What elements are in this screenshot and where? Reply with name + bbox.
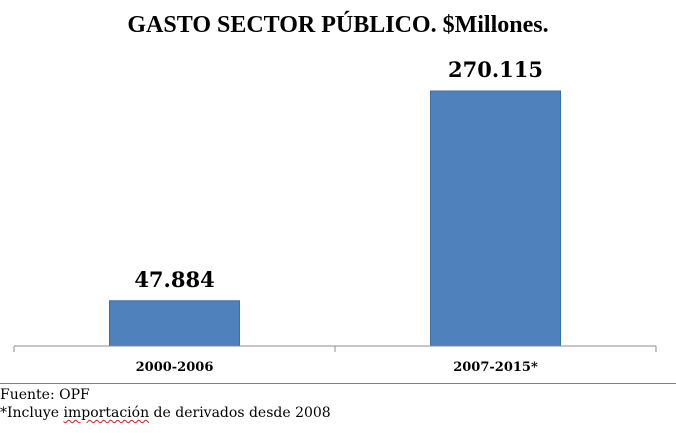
footnote-prefix: *Incluye [0, 405, 64, 421]
footnote-suffix: de derivados desde 2008 [149, 405, 331, 421]
divider [0, 383, 676, 384]
chart-title: GASTO SECTOR PÚBLICO. $Millones. [127, 12, 549, 38]
bar-chart: 47.884 2000-2006 270.115 2007-2015* [13, 57, 657, 375]
bar-0 [109, 300, 240, 347]
source-note: Fuente: OPF [0, 387, 90, 403]
data-label-0: 47.884 [134, 267, 214, 292]
x-tick-label-0: 2000-2006 [136, 360, 214, 375]
bar-1 [430, 90, 561, 347]
x-tick-label-1: 2007-2015* [453, 360, 538, 375]
footnote-flagged-word: importación [63, 405, 150, 421]
data-label-1: 270.115 [448, 57, 543, 82]
chart-notes: Fuente: OPF *Incluye importación de deri… [0, 386, 676, 422]
footnote: *Incluye importación de derivados desde … [0, 404, 676, 422]
plot-area: 47.884 2000-2006 270.115 2007-2015* [13, 57, 657, 375]
